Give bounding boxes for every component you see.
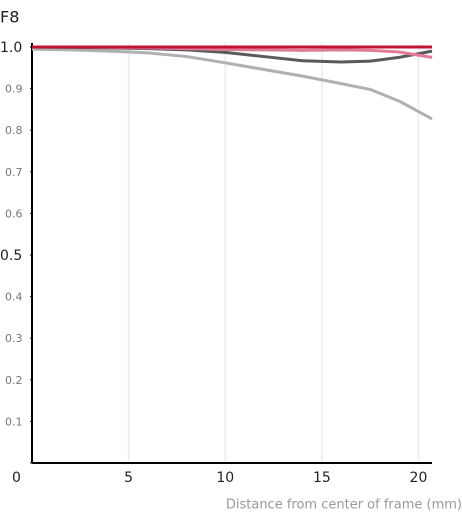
x-tick-label: 5 (124, 470, 133, 486)
x-tick-label: 20 (410, 470, 428, 486)
chart-title: F8 (0, 8, 19, 27)
y-tick-label: 0.6 (5, 207, 23, 220)
y-tick-label: 0.1 (5, 415, 23, 428)
x-axis-label: Distance from center of frame (mm) (226, 498, 462, 513)
y-tick-label: 0.5 (0, 248, 22, 264)
x-tick-label: 10 (216, 470, 234, 486)
y-tick-label: 0.4 (5, 291, 23, 304)
y-tick-label: 1.0 (0, 40, 22, 56)
series-line (31, 47, 433, 121)
y-tick-label: 0.3 (5, 332, 23, 345)
x-tick-label: 15 (313, 470, 331, 486)
y-tick-label: 0.7 (5, 166, 23, 179)
y-tick-label: 0.8 (5, 124, 23, 137)
y-tick-label: 0.2 (5, 374, 23, 387)
y-tick-label: 0 (12, 470, 21, 486)
y-tick-label: 0.9 (5, 83, 23, 96)
